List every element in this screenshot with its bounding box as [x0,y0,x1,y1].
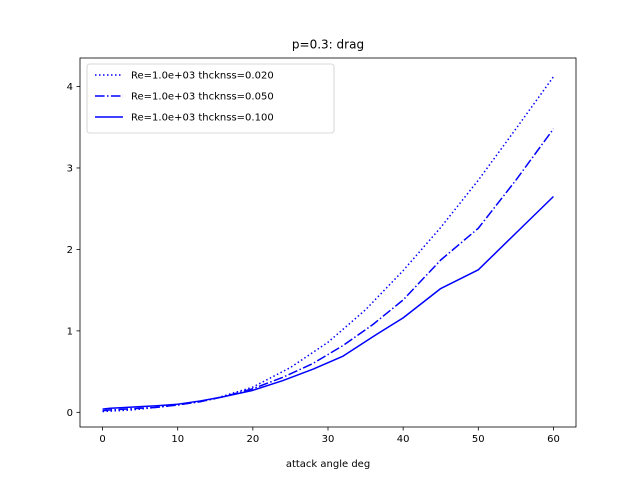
x-tick-label: 20 [246,434,259,445]
y-tick-label: 0 [67,408,73,419]
chart-title: p=0.3: drag [292,38,364,52]
legend-box [86,63,335,134]
x-axis-label: attack angle deg [286,459,370,470]
y-axis-ticks: 0 1 2 3 4 [67,82,80,419]
x-axis-ticks: 0 10 20 30 40 50 60 [99,427,560,445]
x-tick-label: 30 [322,434,335,445]
x-tick-label: 0 [99,434,105,445]
series-line-3 [102,195,554,410]
x-tick-label: 10 [171,434,184,445]
x-tick-label: 50 [472,434,485,445]
y-tick-label: 1 [67,326,73,337]
series-line-2 [102,128,555,412]
x-tick-label: 40 [397,434,410,445]
legend-label-3: Re=1.0e+03 thcknss=0.100 [131,113,274,124]
series-layer [102,76,555,413]
legend: Re=1.0e+03 thcknss=0.020 Re=1.0e+03 thckn… [86,63,335,134]
y-tick-label: 4 [67,82,73,93]
legend-label-2: Re=1.0e+03 thcknss=0.050 [131,92,274,103]
y-tick-label: 2 [67,245,73,256]
y-tick-label: 3 [67,164,73,175]
legend-label-1: Re=1.0e+03 thcknss=0.020 [131,71,274,82]
x-tick-label: 60 [547,434,560,445]
